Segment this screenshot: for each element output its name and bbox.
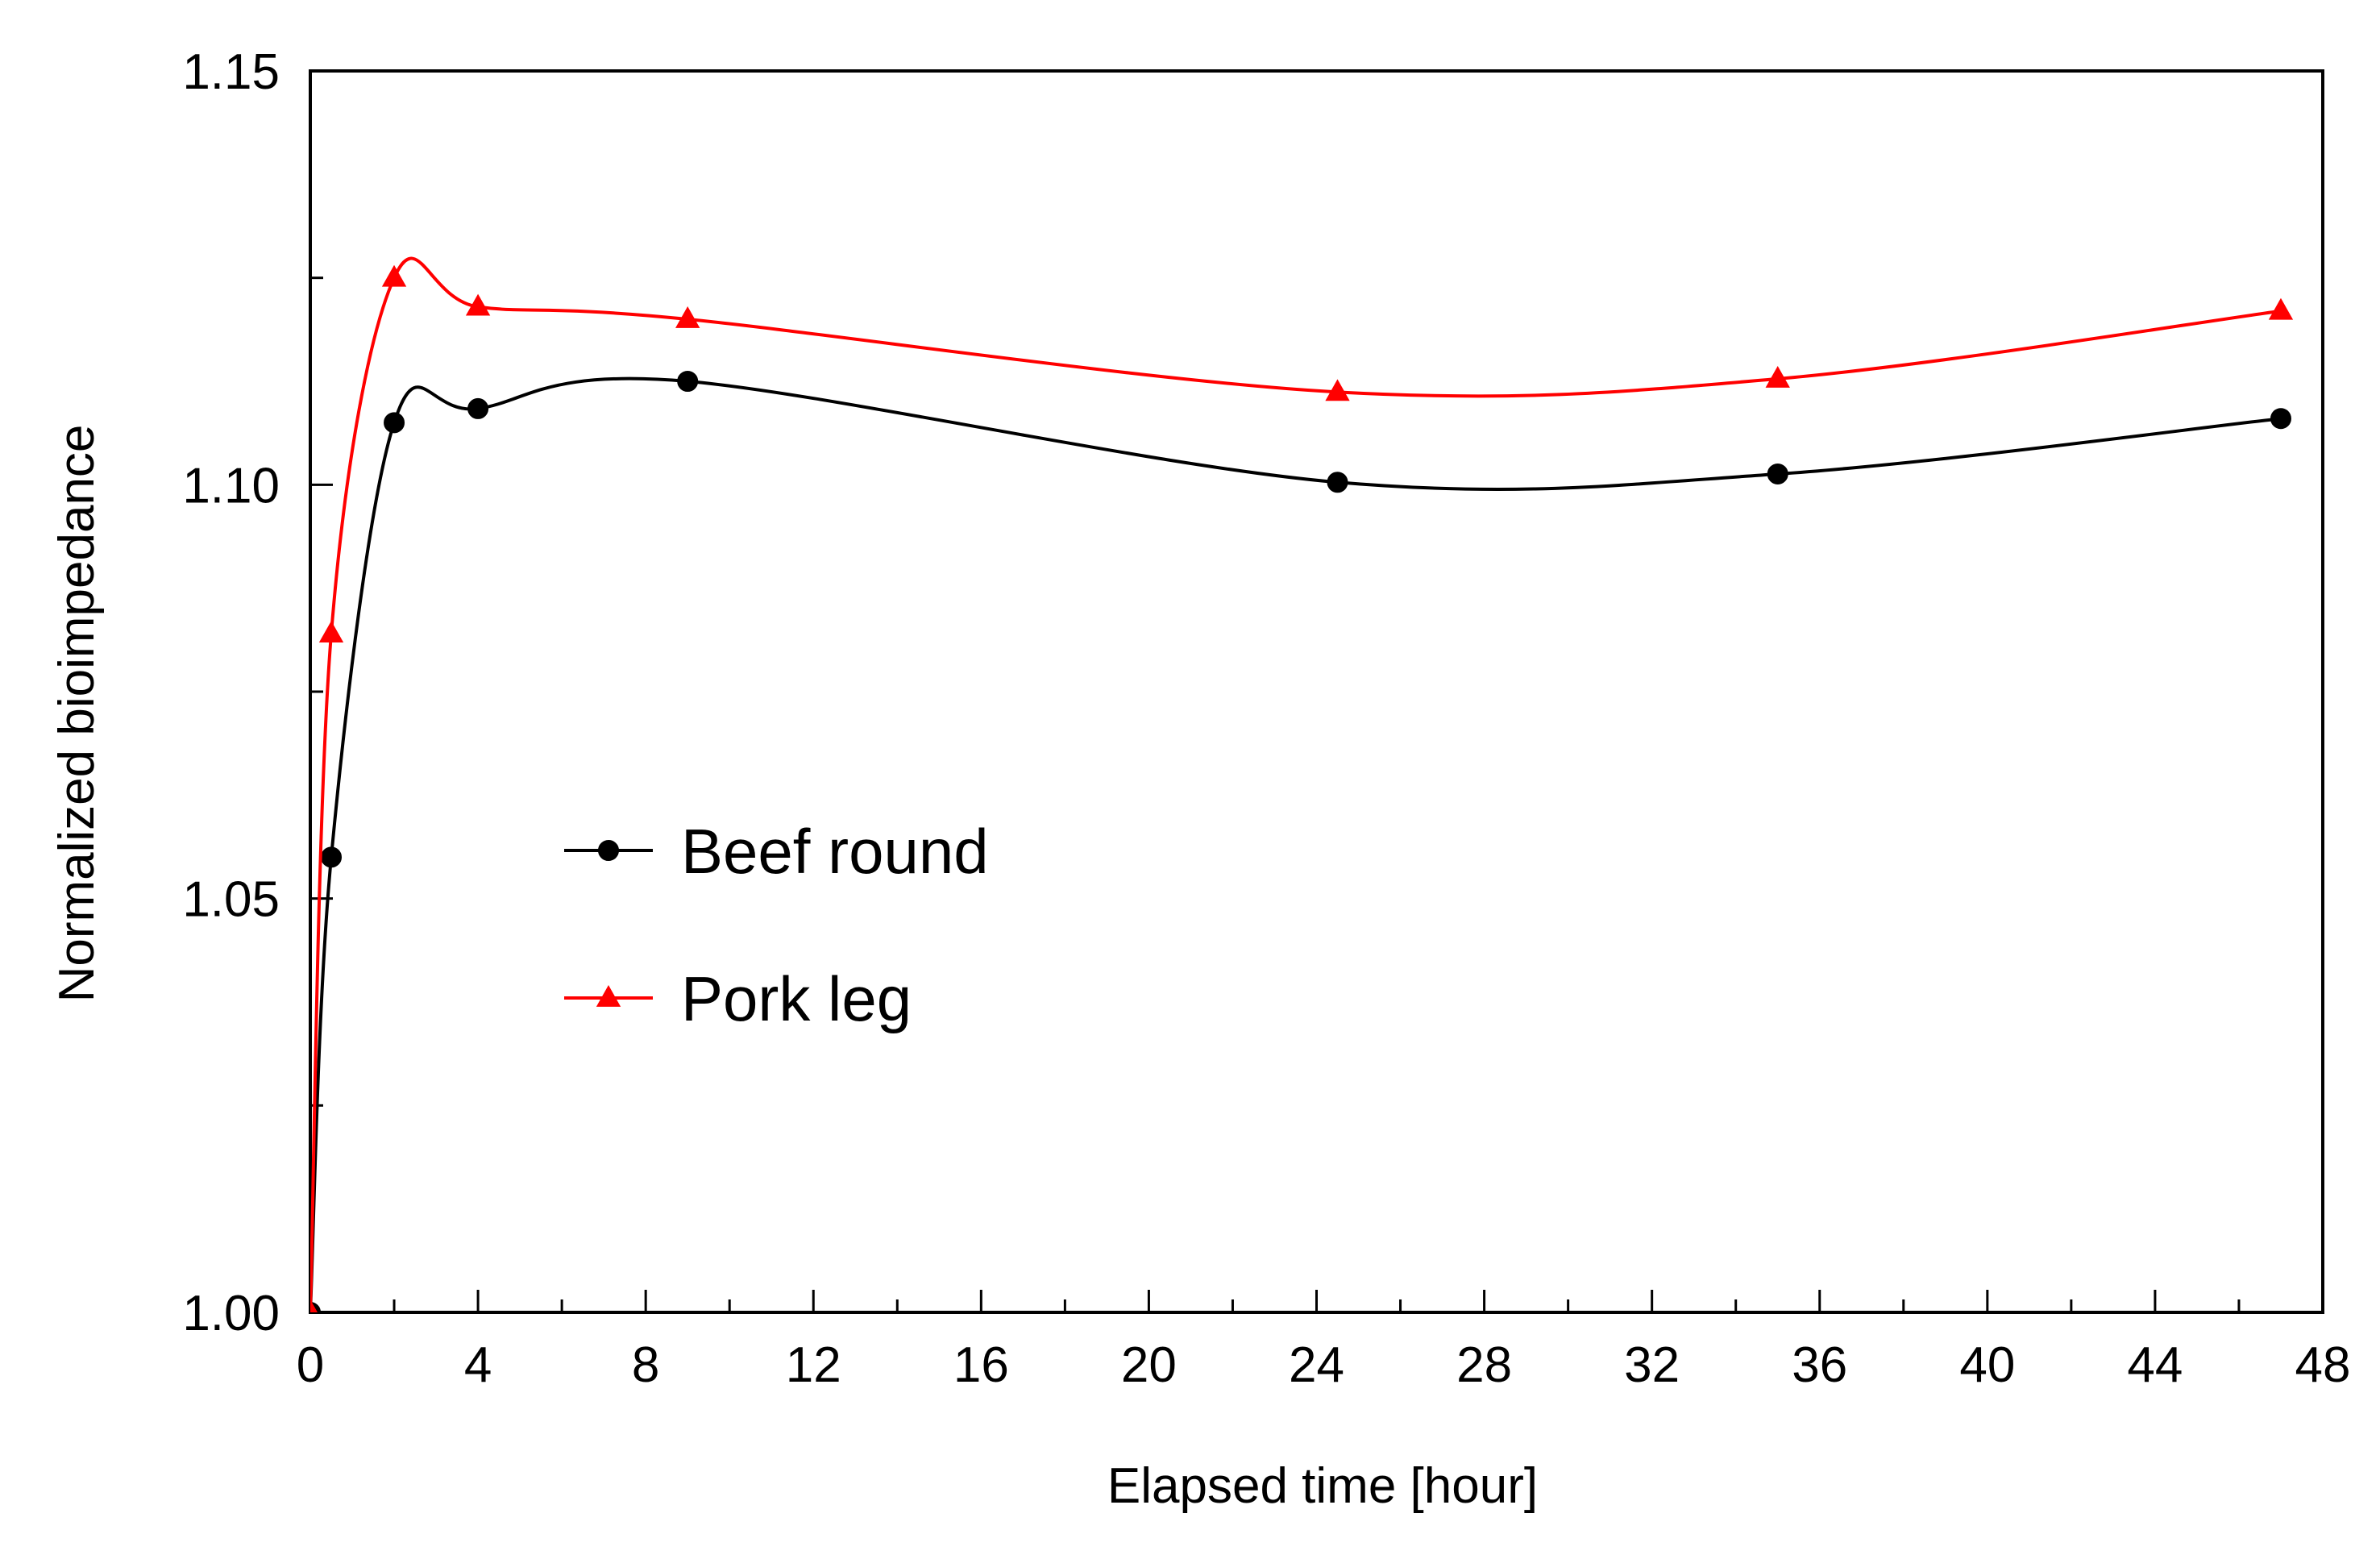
data-point-beef-round [677, 371, 699, 392]
x-axis-title: Elapsed time [hour] [1107, 1458, 1538, 1514]
data-point-beef-round [2270, 408, 2291, 430]
x-tick-label: 4 [464, 1337, 492, 1393]
y-axis-title: Normalized bioimpedance [49, 425, 105, 1003]
series-pork-leg [310, 256, 2294, 1312]
legend-marker-beef-round [598, 840, 619, 861]
y-tick-label: 1.05 [182, 872, 280, 928]
x-tick-label: 36 [1792, 1337, 1847, 1393]
x-tick-label: 16 [953, 1337, 1009, 1393]
data-point-beef-round [321, 846, 343, 868]
y-tick-label: 1.15 [182, 44, 280, 100]
data-point-pork-leg [381, 264, 407, 287]
x-tick-label: 32 [1624, 1337, 1680, 1393]
series-line-pork-leg [310, 256, 2282, 1312]
x-tick-label: 28 [1456, 1337, 1512, 1393]
x-tick-label: 12 [786, 1337, 841, 1393]
legend-marker-pork-leg [596, 985, 621, 1007]
y-tick-label: 1.00 [182, 1286, 280, 1341]
data-point-beef-round [1327, 472, 1348, 493]
series-layer [310, 256, 2294, 1312]
legend-label-beef-round: Beef round [681, 816, 989, 887]
axes-layer: 0 4 8 12 16 20 24 28 32 36 40 44 481.001.051.101.15 [182, 44, 2350, 1393]
data-point-beef-round [1767, 463, 1788, 484]
x-tick-label: 0 [297, 1337, 324, 1393]
data-point-pork-leg [465, 293, 491, 316]
data-point-pork-leg [1325, 379, 1350, 401]
plot-frame [309, 69, 2324, 1314]
y-tick-label: 1.10 [182, 458, 280, 513]
x-tick-label: 40 [1959, 1337, 2015, 1393]
x-tick-label: 24 [1289, 1337, 1344, 1393]
data-point-pork-leg [675, 306, 700, 328]
x-tick-label: 48 [2295, 1337, 2351, 1393]
x-tick-label: 20 [1121, 1337, 1177, 1393]
data-point-pork-leg [318, 621, 344, 643]
x-tick-label: 44 [2127, 1337, 2183, 1393]
x-tick-label: 8 [632, 1337, 659, 1393]
legend: Beef round Pork leg [564, 816, 989, 1034]
series-beef-round [310, 371, 2291, 1312]
data-point-beef-round [384, 412, 405, 434]
data-point-beef-round [467, 397, 489, 419]
data-point-pork-leg [1765, 365, 1790, 388]
data-point-pork-leg [310, 1299, 318, 1312]
data-point-pork-leg [2268, 297, 2294, 320]
legend-label-pork-leg: Pork leg [681, 963, 912, 1034]
